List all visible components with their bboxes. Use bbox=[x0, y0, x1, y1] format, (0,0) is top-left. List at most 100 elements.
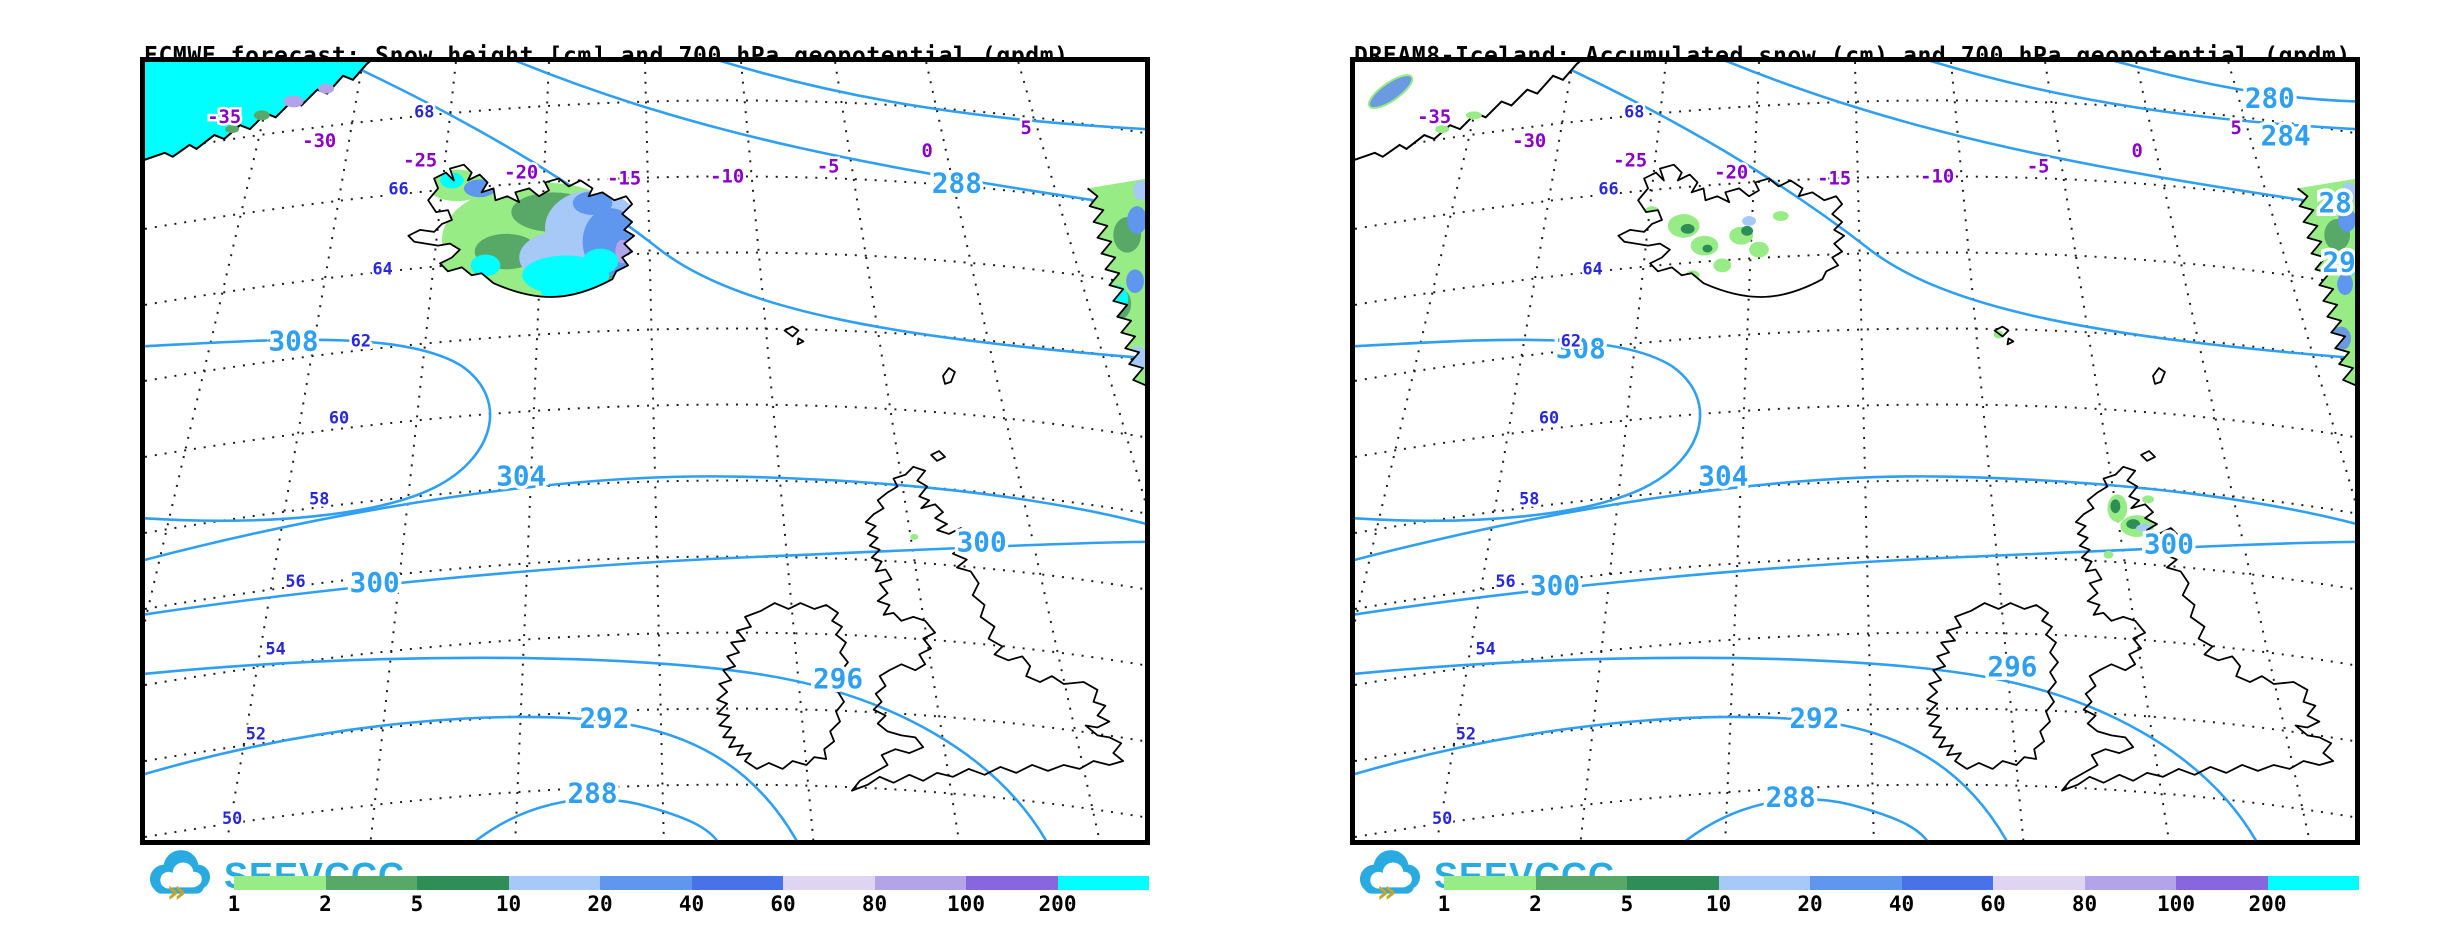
latitude-label: 54 bbox=[266, 638, 286, 658]
legend-swatch bbox=[2176, 876, 2268, 890]
cloud-logo-icon: » bbox=[149, 850, 211, 904]
legend-tick: 2 bbox=[1529, 892, 1542, 916]
legend-swatch bbox=[1627, 876, 1719, 890]
legend-swatch bbox=[691, 876, 783, 890]
latitude-label: 54 bbox=[1476, 638, 1496, 658]
longitude-label: -30 bbox=[302, 131, 336, 152]
legend-swatch bbox=[2267, 876, 2359, 890]
legend-tick: 60 bbox=[1980, 892, 2006, 916]
contour-label: 292 bbox=[1789, 701, 1839, 734]
longitude-label: -20 bbox=[1714, 163, 1748, 184]
legend-swatch bbox=[2084, 876, 2176, 890]
cloud-logo-icon: » bbox=[1359, 850, 1421, 904]
latitude-label: 62 bbox=[1561, 330, 1581, 350]
contour-label: 308 bbox=[1556, 332, 1606, 365]
longitude-label: -10 bbox=[710, 166, 744, 187]
iceland-snow bbox=[427, 169, 635, 297]
map-ecmwf: 288 308 304 300 300 296 292 288 -35 -30 -25 -20 -15 -… bbox=[145, 62, 1145, 840]
contour-label: 288 bbox=[1766, 780, 1816, 813]
panel-dream8: DREAM8-Iceland: Accumulated snow (cm) an… bbox=[1350, 4, 2370, 925]
contour-label: 280 bbox=[2245, 81, 2295, 114]
geopotential-contours bbox=[145, 62, 1145, 840]
legend-swatch bbox=[1718, 876, 1810, 890]
contour-label: 300 bbox=[2144, 528, 2194, 561]
map-dream8: 280 284 28 29 308 304 300 300 296 292 288 -35 -30 -25… bbox=[1355, 62, 2355, 840]
legend-swatch bbox=[1810, 876, 1902, 890]
longitude-label: -10 bbox=[1920, 166, 1954, 187]
legend-swatch bbox=[1901, 876, 1993, 890]
contour-label: 29 bbox=[2322, 245, 2355, 278]
greenland-coast bbox=[1355, 62, 1584, 162]
longitude-label: -35 bbox=[207, 107, 241, 128]
contour-label: 292 bbox=[579, 701, 629, 734]
latitude-label: 52 bbox=[1456, 723, 1476, 743]
legend-tick: 100 bbox=[947, 892, 985, 916]
legend-tick: 1 bbox=[227, 892, 241, 916]
legend-tick: 2 bbox=[319, 892, 332, 916]
contour-label: 308 bbox=[268, 324, 318, 357]
legend-ticks: 1 2 5 10 20 40 60 80 100 200 bbox=[228, 892, 1174, 918]
legend-tick: 10 bbox=[1705, 892, 1732, 916]
snow-field-ecmwf bbox=[145, 62, 1145, 540]
contour-label: 296 bbox=[1987, 650, 2037, 683]
contour-label: 300 bbox=[350, 566, 400, 599]
legend-tick: 10 bbox=[495, 892, 522, 916]
latitude-label: 56 bbox=[285, 571, 305, 591]
gold-chevrons-icon: » bbox=[167, 874, 187, 904]
contour-280 bbox=[2113, 62, 2355, 103]
greenland-snow-patch bbox=[1367, 74, 1414, 110]
legend-swatch bbox=[1535, 876, 1627, 890]
map-labels: 288 308 304 300 300 296 292 288 -35 -30 -25 -20 -15 -… bbox=[205, 99, 1035, 831]
graticule bbox=[145, 62, 1145, 840]
legend-tick: 40 bbox=[1888, 892, 1915, 916]
longitude-label: 5 bbox=[1021, 118, 1032, 139]
legend-ticks: 1 2 5 10 20 40 60 80 100 200 bbox=[1438, 892, 2384, 918]
contour-label: 304 bbox=[1698, 460, 1748, 493]
longitude-label: -5 bbox=[817, 157, 840, 178]
legend-tick: 20 bbox=[587, 892, 613, 916]
legend-tick: 80 bbox=[2071, 892, 2098, 916]
longitude-label: 0 bbox=[922, 141, 933, 162]
geopotential-contours bbox=[1355, 62, 2355, 840]
graticule bbox=[1355, 62, 2355, 840]
legend-tick: 200 bbox=[2248, 892, 2287, 916]
map-labels: 280 284 28 29 308 304 300 300 296 292 288 -35 -30 -25… bbox=[1415, 78, 2355, 831]
longitude-label: -25 bbox=[1613, 151, 1647, 172]
latitude-label: 50 bbox=[222, 808, 242, 828]
latitude-label: 50 bbox=[1432, 808, 1452, 828]
legend-tick: 20 bbox=[1797, 892, 1823, 916]
legend-tick: 5 bbox=[1620, 892, 1634, 916]
legend-swatch bbox=[600, 876, 692, 890]
contour-label: 300 bbox=[1530, 569, 1580, 602]
legend-tick: 100 bbox=[2157, 892, 2195, 916]
panel-ecmwf: ECMWF forecast: Snow height [cm] and 700… bbox=[140, 4, 1160, 925]
contour-label: 296 bbox=[813, 662, 863, 695]
longitude-label: -20 bbox=[504, 163, 538, 184]
legend-tick: 200 bbox=[1038, 892, 1077, 916]
latitude-label: 62 bbox=[351, 330, 371, 350]
contour-label: 304 bbox=[496, 460, 546, 493]
legend-colorbar bbox=[1444, 876, 2359, 890]
contour-label: 300 bbox=[957, 526, 1007, 559]
map-frame-ecmwf: 288 308 304 300 300 296 292 288 -35 -30 -25 -20 -15 -… bbox=[140, 57, 1150, 845]
legend-swatch bbox=[783, 876, 875, 890]
contour-label: 288 bbox=[567, 777, 617, 810]
map-frame-dream8: 280 284 28 29 308 304 300 300 296 292 288 -35 -30 -25… bbox=[1350, 57, 2360, 845]
legend-tick: 60 bbox=[770, 892, 796, 916]
legend-tick: 1 bbox=[1437, 892, 1451, 916]
longitude-label: 0 bbox=[2132, 141, 2143, 162]
latitude-label: 56 bbox=[1495, 571, 1515, 591]
latitude-label: 66 bbox=[1598, 178, 1618, 198]
legend-colorbar bbox=[234, 876, 1149, 890]
latitude-label: 58 bbox=[309, 488, 329, 508]
latitude-label: 68 bbox=[414, 101, 434, 121]
longitude-label: -5 bbox=[2027, 157, 2050, 178]
contour-label: 284 bbox=[2261, 119, 2311, 152]
latitude-label: 52 bbox=[246, 723, 266, 743]
snow-field-dream8 bbox=[1355, 62, 2355, 559]
longitude-label: 5 bbox=[2231, 118, 2242, 139]
gold-chevrons-icon: » bbox=[1377, 874, 1397, 904]
longitude-label: -25 bbox=[403, 151, 437, 172]
legend-swatch bbox=[966, 876, 1058, 890]
